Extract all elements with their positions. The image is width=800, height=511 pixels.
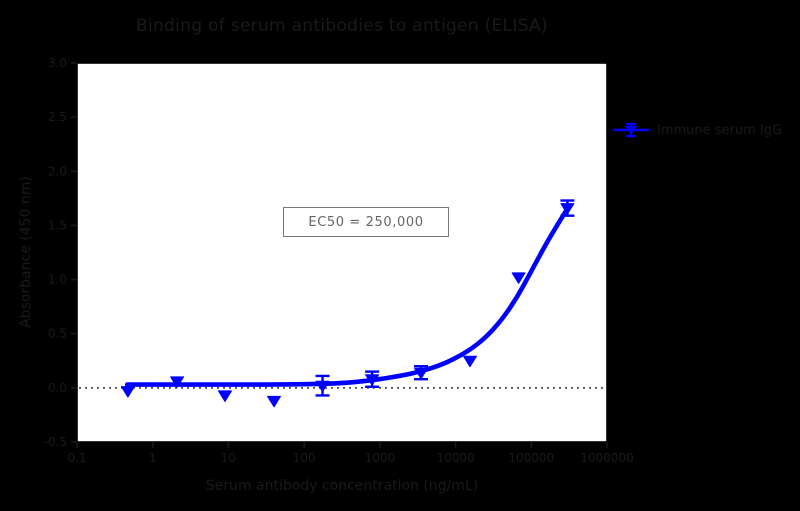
y-tick-label: 1.5	[48, 218, 67, 232]
x-tick-label: 0.1	[67, 451, 86, 465]
data-point-marker	[511, 272, 526, 284]
plot-area	[76, 62, 608, 443]
data-point-marker	[170, 376, 185, 388]
legend: Immune serum IgG	[612, 119, 782, 141]
data-point-marker	[414, 367, 429, 380]
data-point-marker	[315, 380, 330, 393]
legend-errorbar-marker-icon	[613, 122, 649, 138]
x-tick-label: 1000	[365, 451, 396, 465]
data-point-marker	[365, 374, 380, 386]
chart-title: Binding of serum antibodies to antigen (…	[136, 16, 548, 36]
y-tick-label: 3.0	[48, 56, 67, 70]
x-tick-label: 10000	[436, 451, 474, 465]
y-tick-label: 1.0	[48, 273, 67, 287]
x-tick-label: 1000000	[580, 451, 633, 465]
x-tick-label: 100000	[508, 451, 554, 465]
data-point-marker	[560, 203, 575, 215]
legend-series-label: Immune serum IgG	[657, 122, 783, 138]
data-point-marker	[217, 390, 232, 402]
data-point-marker	[120, 386, 135, 398]
x-tick-label: 1	[149, 451, 157, 465]
data-point-marker	[267, 395, 282, 408]
y-tick-label: -0.5	[44, 435, 67, 449]
y-tick-label: 2.5	[48, 110, 67, 124]
data-point-marker	[462, 355, 477, 368]
y-tick-label: 0.5	[48, 327, 67, 341]
y-tick-label: 2.0	[48, 164, 67, 178]
fit-curve	[124, 204, 571, 387]
x-tick-label: 100	[293, 451, 316, 465]
ec50-annotation-text: EC50 = 250,000	[308, 214, 424, 230]
y-axis-label: Absorbance (450 nm)	[18, 176, 34, 328]
y-tick-label: 0.0	[48, 381, 67, 395]
x-axis-label: Serum antibody concentration (ng/mL)	[205, 478, 479, 494]
x-tick-label: 10	[221, 451, 236, 465]
ec50-annotation-box: EC50 = 250,000	[283, 207, 449, 237]
